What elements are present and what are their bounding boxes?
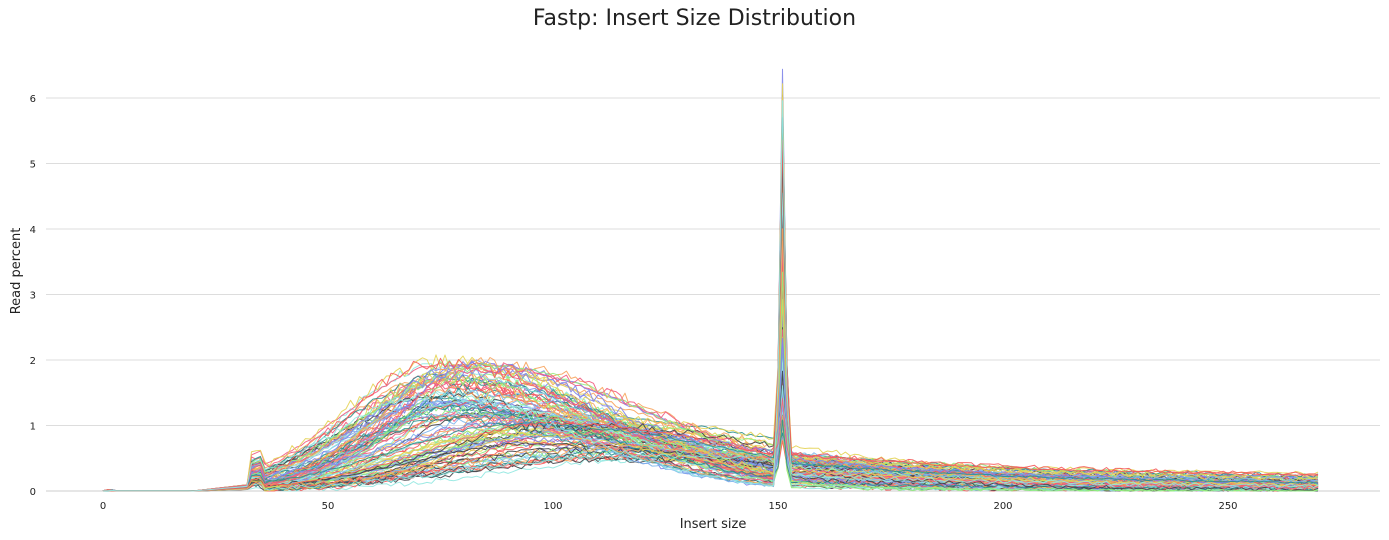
series-line — [102, 100, 1319, 492]
y-tick-label: 4 — [30, 225, 36, 236]
y-tick-label: 0 — [30, 487, 36, 498]
series-line — [102, 201, 1319, 492]
series-line — [102, 139, 1319, 492]
series-line — [102, 102, 1319, 492]
series-line — [102, 299, 1319, 492]
series-line — [102, 94, 1319, 492]
series-line — [102, 68, 1319, 492]
y-tick-label: 3 — [30, 291, 36, 302]
series-line — [102, 364, 1319, 492]
series-line — [102, 362, 1319, 492]
tick-labels: 0 1 2 3 4 5 6 0 50 100 150 200 250 — [30, 94, 1238, 512]
y-tick-label: 2 — [30, 356, 36, 367]
y-tick-label: 6 — [30, 94, 36, 105]
series-line — [102, 83, 1319, 492]
x-tick-label: 200 — [993, 501, 1012, 512]
x-axis-label: Insert size — [680, 517, 747, 532]
series-line — [102, 202, 1319, 492]
series-line — [102, 117, 1319, 492]
x-tick-label: 250 — [1218, 501, 1237, 512]
series-line — [102, 228, 1319, 492]
series-lines — [102, 68, 1319, 492]
y-tick-label: 5 — [30, 160, 36, 171]
gridlines — [46, 97, 1380, 492]
x-tick-label: 150 — [768, 501, 787, 512]
x-tick-label: 50 — [322, 501, 335, 512]
chart-title: Fastp: Insert Size Distribution — [532, 6, 857, 31]
x-tick-label: 100 — [543, 501, 562, 512]
series-line — [102, 365, 1319, 492]
y-axis-label: Read percent — [9, 228, 24, 315]
series-line — [102, 339, 1319, 492]
x-tick-label: 0 — [100, 501, 106, 512]
y-tick-label: 1 — [30, 422, 36, 433]
